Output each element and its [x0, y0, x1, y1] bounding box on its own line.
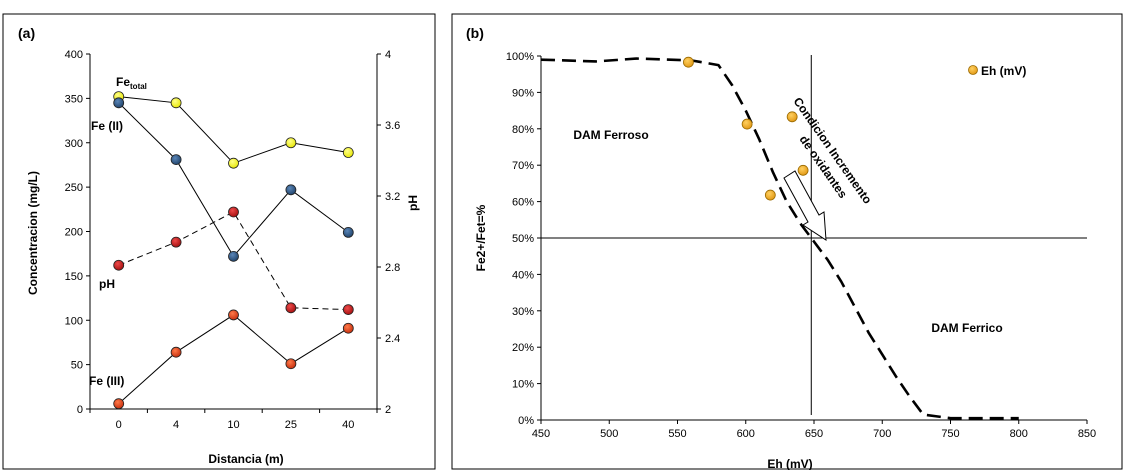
panel-a: (a) 05010015020025030035040022.42.83.23.…	[2, 13, 436, 470]
series-2-point	[170, 346, 182, 358]
panel-b-x-tick-label: 850	[1078, 428, 1096, 440]
scatter-point	[797, 164, 809, 176]
panel-a-y-tick-label: 150	[65, 271, 83, 283]
annotation-dam-ferrico: DAM Ferrico	[931, 321, 1002, 335]
panel-b-y-tick-label: 100%	[506, 51, 534, 63]
label-fe-ii: Fe (II)	[91, 119, 123, 133]
panel-b-y-axis-label: Fe2+/Fet=%	[474, 204, 488, 271]
scatter-point	[683, 56, 694, 68]
scatter-point	[786, 111, 798, 123]
panel-a-y-tick-label: 300	[65, 138, 83, 150]
panel-b-x-tick-label: 450	[532, 428, 550, 440]
panel-b-y-tick-label: 20%	[512, 342, 534, 354]
scatter-point	[764, 189, 776, 201]
series-2-point	[342, 322, 354, 334]
label-ph: pH	[99, 277, 115, 291]
panel-b-frame	[451, 13, 1123, 470]
scatter-point	[741, 118, 753, 130]
series-1-point	[342, 226, 354, 238]
panel-a-y2-tick-label: 2.8	[385, 262, 400, 274]
panel-b-y-tick-label: 40%	[512, 269, 534, 281]
panel-a-series	[113, 91, 354, 410]
annotation-dam-ferroso: DAM Ferroso	[573, 128, 648, 142]
panel-a-x-tick-label: 40	[342, 419, 354, 431]
panel-b-y-tick-label: 60%	[512, 197, 534, 209]
series-2-point	[285, 358, 297, 370]
panel-b-x-axis-label: Eh (mV)	[767, 457, 812, 470]
panel-a-y-tick-label: 200	[65, 227, 83, 239]
panel-a-x-tick-label: 0	[116, 419, 122, 431]
panel-a-y2-tick-label: 4	[385, 49, 391, 61]
series-0-point	[170, 97, 182, 109]
panel-a-y2-tick-label: 2	[385, 404, 391, 416]
panel-a-x-axis-label: Distancia (m)	[208, 452, 283, 466]
panel-a-y2-tick-label: 2.4	[385, 333, 400, 345]
series-0-point	[342, 147, 354, 158]
panel-b-plot	[540, 55, 1087, 420]
legend-marker	[968, 65, 978, 75]
panel-a-y-tick-label: 350	[65, 93, 83, 105]
panel-b-x-tick-label: 750	[941, 428, 959, 440]
series-1-point	[113, 97, 125, 109]
series-3-point	[170, 236, 182, 248]
panel-a-y-tick-label: 400	[65, 49, 83, 61]
panel-a-y2-tick-label: 3.6	[385, 120, 400, 132]
legend-label: Eh (mV)	[981, 64, 1026, 78]
series-1-point	[170, 154, 182, 166]
series-2-point	[228, 309, 239, 321]
panel-b-x-tick-label: 700	[873, 428, 891, 440]
panel-b-y-tick-label: 50%	[512, 233, 534, 245]
panel-b-x-tick-label: 650	[805, 428, 823, 440]
panel-a-y-tick-label: 250	[65, 182, 83, 194]
panel-a-axes	[89, 54, 378, 410]
panel-a-y-axis-label: Concentracion (mg/L)	[26, 171, 40, 295]
panel-b-y-tick-label: 10%	[512, 379, 534, 391]
panel-b-y-tick-label: 30%	[512, 306, 534, 318]
series-line-3	[118, 211, 349, 311]
oxidation-arrow	[783, 170, 827, 241]
label-fe-iii: Fe (III)	[89, 374, 124, 388]
panel-a-x-tick-label: 25	[285, 419, 297, 431]
panel-b-ticks: 0% 10% 20% 30% 40% 50% 60% 70% 80% 90% 100% 450 500 5…	[506, 51, 1096, 440]
series-line-2	[118, 314, 349, 405]
series-3-point	[113, 259, 125, 271]
series-line-0	[118, 96, 349, 164]
series-1-point	[285, 184, 297, 196]
panel-b-y-tick-label: 70%	[512, 160, 534, 172]
panel-b-x-tick-label: 800	[1010, 428, 1028, 440]
panel-a-y-tick-label: 0	[77, 404, 83, 416]
series-3-point	[342, 304, 354, 316]
panel-a-label: (a)	[18, 25, 35, 41]
series-1-point	[228, 250, 239, 262]
series-3-point	[285, 302, 297, 314]
series-line-1	[118, 102, 349, 258]
panel-b-label: (b)	[466, 25, 484, 41]
panel-b-y-tick-label: 80%	[512, 124, 534, 136]
panel-b-x-tick-label: 500	[600, 428, 618, 440]
boundary-curve	[540, 57, 1019, 420]
series-0-point	[228, 157, 239, 169]
panel-a-y-tick-label: 50	[71, 360, 83, 372]
panel-a-x-tick-label: 10	[227, 419, 239, 431]
series-0-point	[285, 137, 297, 149]
series-3-point	[228, 206, 239, 218]
panel-a-frame	[2, 13, 436, 470]
panel-a-y2-axis-label: pH	[406, 195, 420, 211]
panel-a-y-tick-label: 100	[65, 315, 83, 327]
panel-a-x-tick-label: 4	[173, 419, 179, 431]
panel-a-y2-tick-label: 3.2	[385, 191, 400, 203]
label-fe-total: Fetotal	[116, 75, 147, 91]
panel-b-y-tick-label: 0%	[518, 415, 534, 427]
panel-b-x-tick-label: 600	[737, 428, 755, 440]
panel-b-y-tick-label: 90%	[512, 87, 534, 99]
panel-b: (b) 0% 10% 20% 30% 40% 50% 60% 70% 80% 90% 100% 450…	[451, 13, 1123, 470]
panel-b-x-tick-label: 550	[668, 428, 686, 440]
series-2-point	[113, 398, 125, 410]
